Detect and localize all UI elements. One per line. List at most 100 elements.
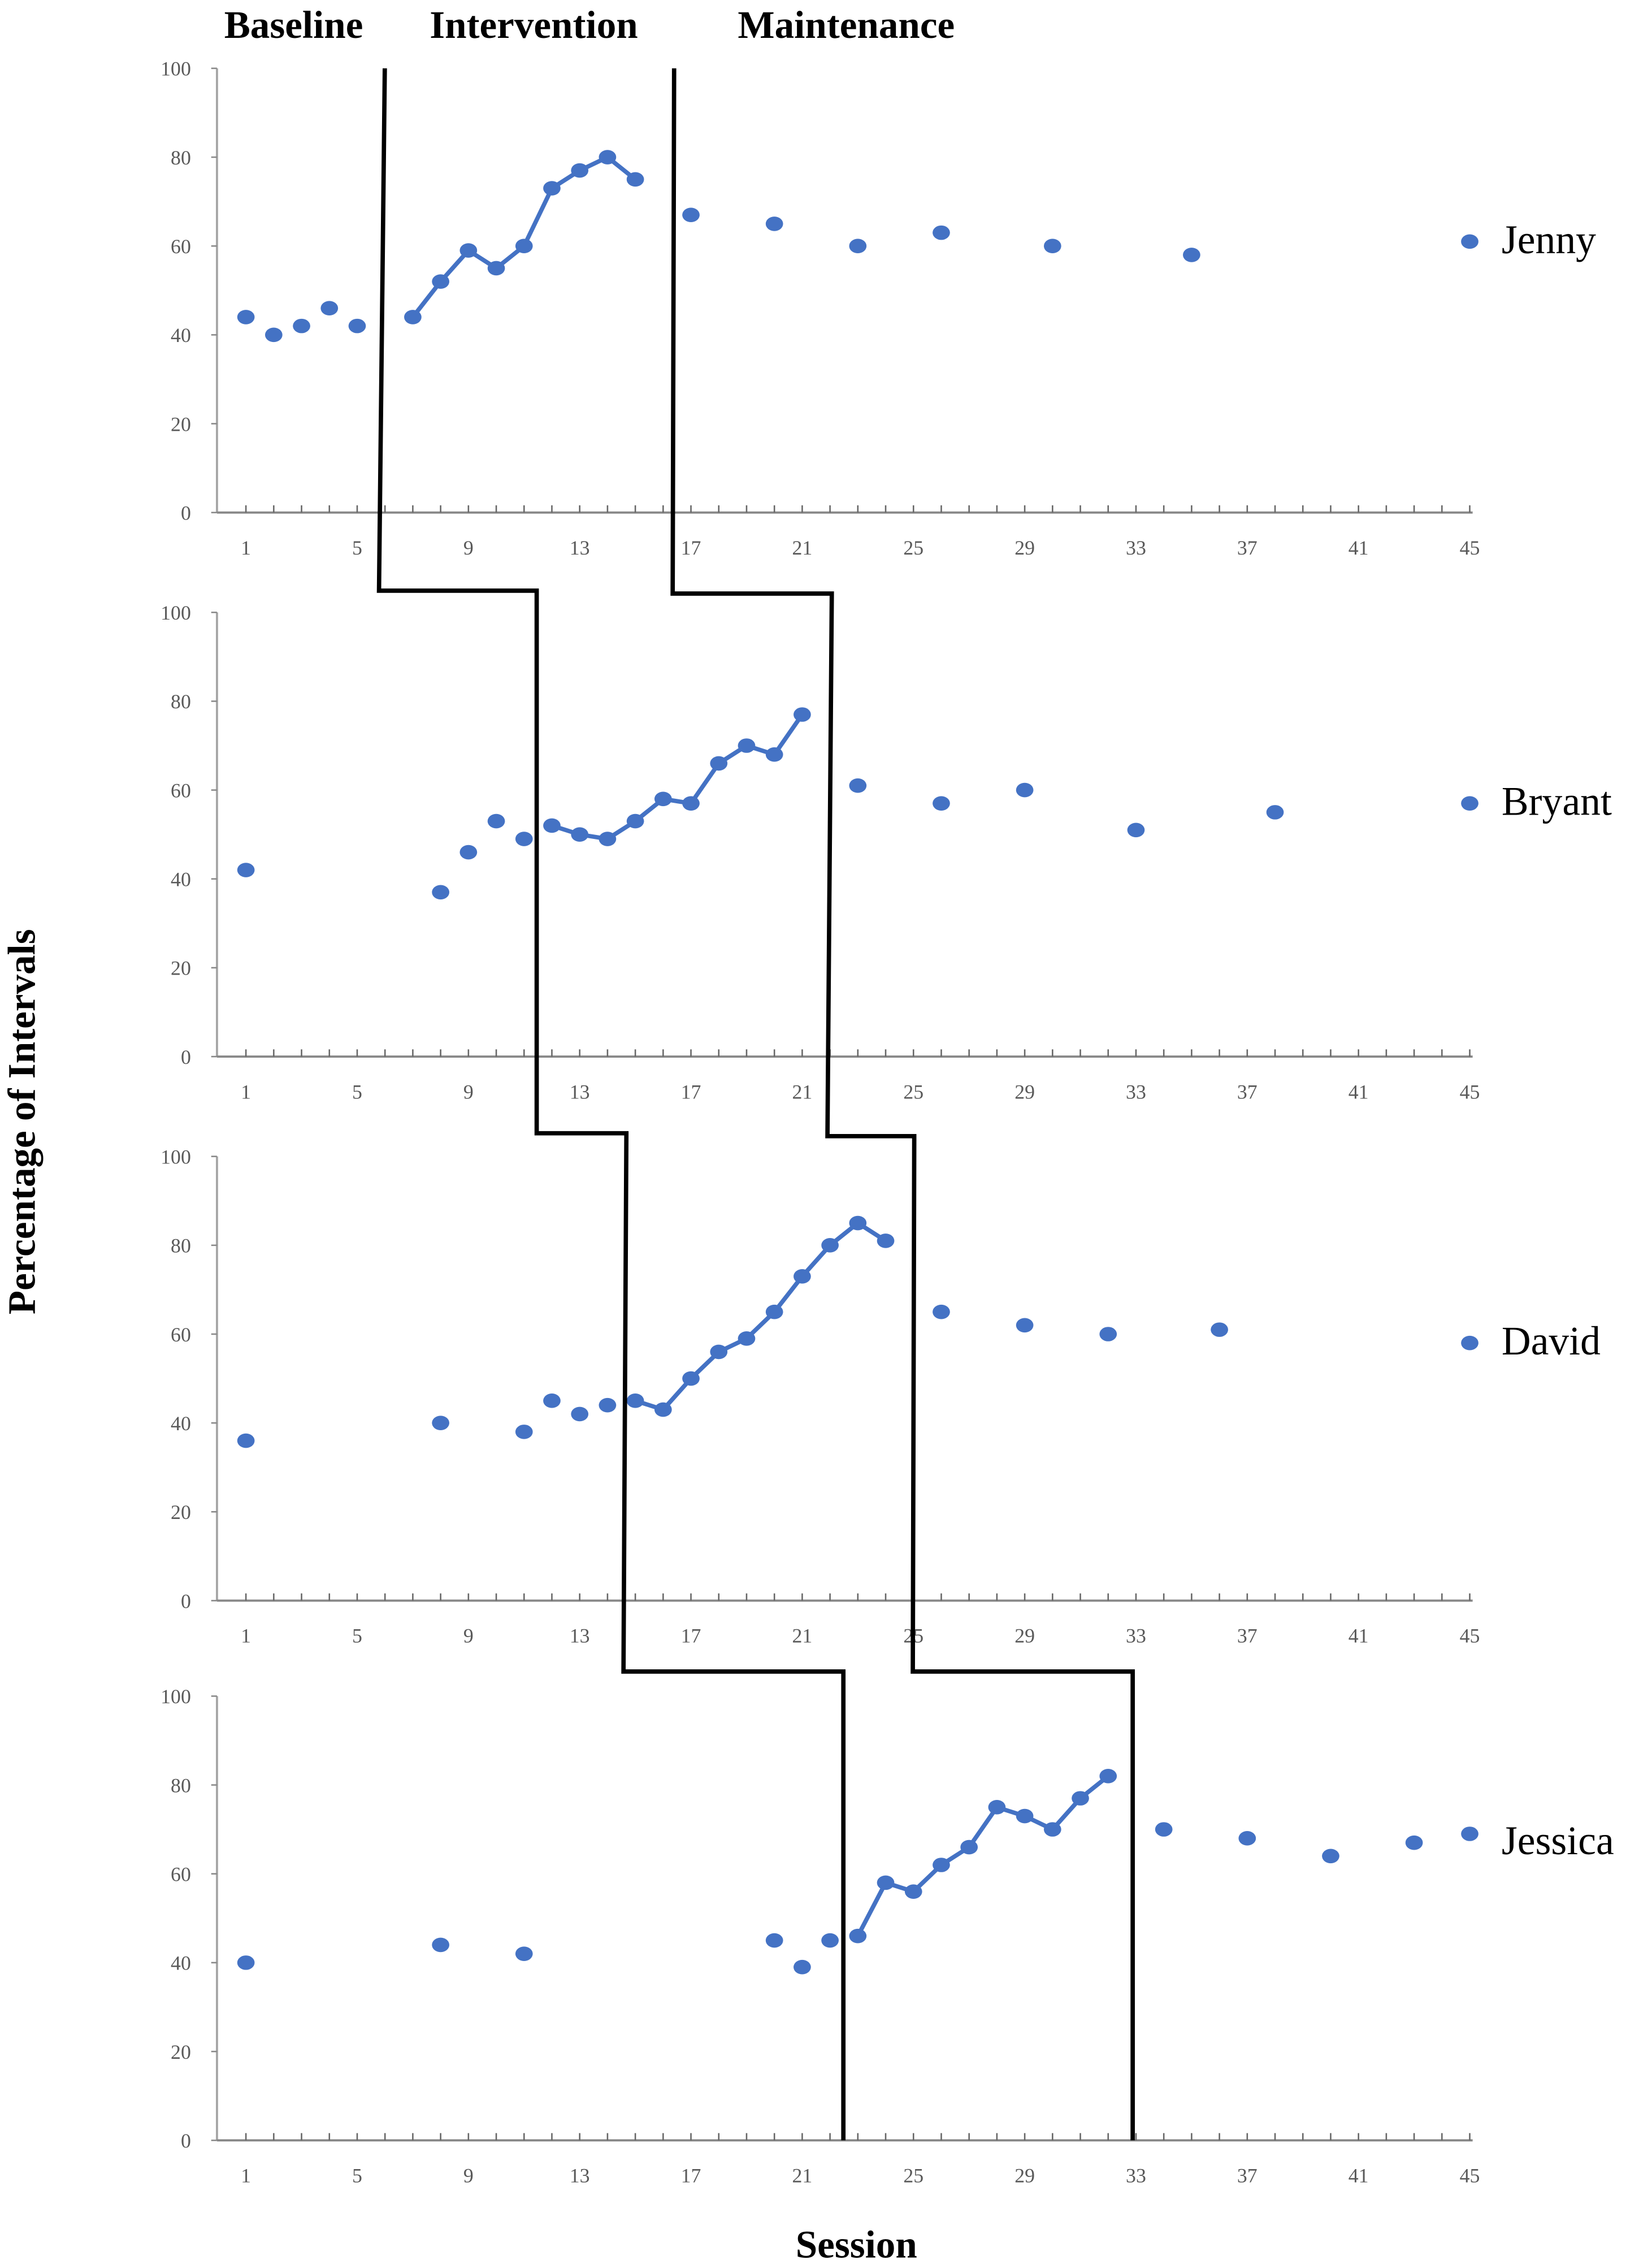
x-tick-label: 21 xyxy=(792,1080,812,1103)
participant-name: Jessica xyxy=(1502,1818,1614,1863)
intervention-data-point xyxy=(432,274,449,289)
maintenance-data-point xyxy=(682,207,700,222)
x-axis-title: Session xyxy=(796,2223,917,2266)
baseline-data-point xyxy=(432,1937,449,1953)
intervention-series-line xyxy=(411,154,637,319)
participant-name: Bryant xyxy=(1502,779,1612,824)
intervention-data-point xyxy=(794,1269,811,1284)
intervention-data-point xyxy=(682,1371,700,1386)
intervention-series-line xyxy=(551,713,804,842)
maintenance-data-point xyxy=(1461,1826,1478,1841)
y-tick-label: 40 xyxy=(171,1412,191,1435)
phase-label-intervention: Intervention xyxy=(430,3,638,46)
y-tick-label: 0 xyxy=(181,501,191,524)
phase-change-line-baseline-intervention xyxy=(376,68,846,2141)
maintenance-data-point xyxy=(933,225,950,240)
maintenance-data-point xyxy=(1016,1318,1034,1333)
y-tick-label: 100 xyxy=(161,58,191,80)
phase-change-line-intervention-maintenance xyxy=(670,68,1135,2141)
x-tick-label: 17 xyxy=(681,2164,701,2187)
maintenance-data-point xyxy=(1266,805,1284,820)
x-tick-label: 1 xyxy=(241,2164,251,2187)
y-tick-label: 40 xyxy=(171,868,191,891)
intervention-data-point xyxy=(571,827,589,842)
intervention-data-point xyxy=(599,832,617,846)
intervention-data-point xyxy=(1016,1808,1034,1824)
intervention-data-point xyxy=(626,813,644,829)
maintenance-data-point xyxy=(933,1304,950,1319)
baseline-data-point xyxy=(543,1393,561,1408)
maintenance-data-point xyxy=(1099,1327,1117,1341)
x-tick-label: 45 xyxy=(1460,2164,1480,2187)
y-tick-label: 100 xyxy=(161,1145,191,1168)
y-tick-label: 100 xyxy=(161,1685,191,1708)
baseline-data-point xyxy=(794,1959,811,1975)
x-tick-label: 1 xyxy=(241,1080,251,1103)
y-tick-label: 20 xyxy=(171,957,191,980)
intervention-data-point xyxy=(933,1858,950,1872)
intervention-data-point xyxy=(1072,1791,1089,1806)
x-tick-label: 25 xyxy=(903,536,923,559)
x-tick-label: 45 xyxy=(1460,1625,1480,1647)
intervention-data-point xyxy=(877,1233,895,1248)
intervention-data-point xyxy=(710,756,728,771)
maintenance-data-point xyxy=(1461,796,1478,811)
y-axis-title: Percentage of Intervals xyxy=(0,929,43,1314)
maintenance-data-point xyxy=(849,239,867,253)
y-tick-label: 0 xyxy=(181,1590,191,1612)
x-tick-label: 25 xyxy=(903,1080,923,1103)
x-tick-label: 41 xyxy=(1349,536,1369,559)
x-tick-label: 33 xyxy=(1126,1080,1146,1103)
intervention-data-point xyxy=(765,747,783,762)
y-tick-label: 0 xyxy=(181,2130,191,2152)
intervention-data-point xyxy=(1043,1822,1061,1837)
intervention-data-point xyxy=(626,172,644,187)
y-tick-label: 40 xyxy=(171,324,191,347)
maintenance-data-point xyxy=(1127,823,1145,838)
intervention-data-point xyxy=(487,261,505,276)
x-tick-label: 37 xyxy=(1237,1080,1258,1103)
intervention-data-point xyxy=(738,1331,756,1346)
y-tick-label: 80 xyxy=(171,690,191,713)
intervention-data-point xyxy=(626,1393,644,1408)
intervention-data-point xyxy=(960,1839,978,1855)
intervention-data-point xyxy=(654,791,672,807)
intervention-data-point xyxy=(849,1928,867,1944)
x-tick-label: 5 xyxy=(352,1080,362,1103)
baseline-data-point xyxy=(515,1425,533,1439)
y-tick-label: 20 xyxy=(171,1501,191,1523)
x-tick-label: 33 xyxy=(1126,536,1146,559)
baseline-data-point xyxy=(515,832,533,846)
intervention-data-point xyxy=(1099,1769,1117,1784)
maintenance-data-point xyxy=(1183,248,1200,262)
x-tick-label: 5 xyxy=(352,536,362,559)
y-tick-label: 40 xyxy=(171,1952,191,1975)
x-tick-label: 13 xyxy=(570,1625,590,1647)
y-tick-label: 60 xyxy=(171,235,191,258)
intervention-series-line xyxy=(634,1220,887,1412)
phase-label-maintenance: Maintenance xyxy=(738,3,955,46)
intervention-data-point xyxy=(654,1402,672,1417)
baseline-data-point xyxy=(237,1955,255,1970)
x-tick-label: 45 xyxy=(1460,1080,1480,1103)
x-tick-label: 29 xyxy=(1014,1080,1035,1103)
x-tick-label: 37 xyxy=(1237,536,1258,559)
intervention-series-line xyxy=(856,1774,1110,1937)
intervention-data-point xyxy=(543,181,561,196)
intervention-data-point xyxy=(794,707,811,722)
baseline-data-point xyxy=(459,845,478,860)
intervention-data-point xyxy=(571,163,589,178)
x-tick-label: 9 xyxy=(463,1625,474,1647)
y-tick-label: 0 xyxy=(181,1046,191,1068)
x-tick-label: 17 xyxy=(681,1625,701,1647)
panel-jessica: 0 20 40 60 80 100 1 5 9 13 17 21 25 29 33 37 41 45 Jessica xyxy=(161,1685,1614,2187)
maintenance-data-point xyxy=(1461,1335,1478,1351)
intervention-data-point xyxy=(877,1875,895,1890)
baseline-data-point xyxy=(487,813,505,829)
x-tick-label: 5 xyxy=(352,1625,362,1647)
x-tick-label: 9 xyxy=(463,1080,474,1103)
baseline-data-point xyxy=(765,1933,783,1948)
x-tick-label: 17 xyxy=(681,1080,701,1103)
participant-name: Jenny xyxy=(1502,217,1596,262)
intervention-data-point xyxy=(821,1238,839,1253)
